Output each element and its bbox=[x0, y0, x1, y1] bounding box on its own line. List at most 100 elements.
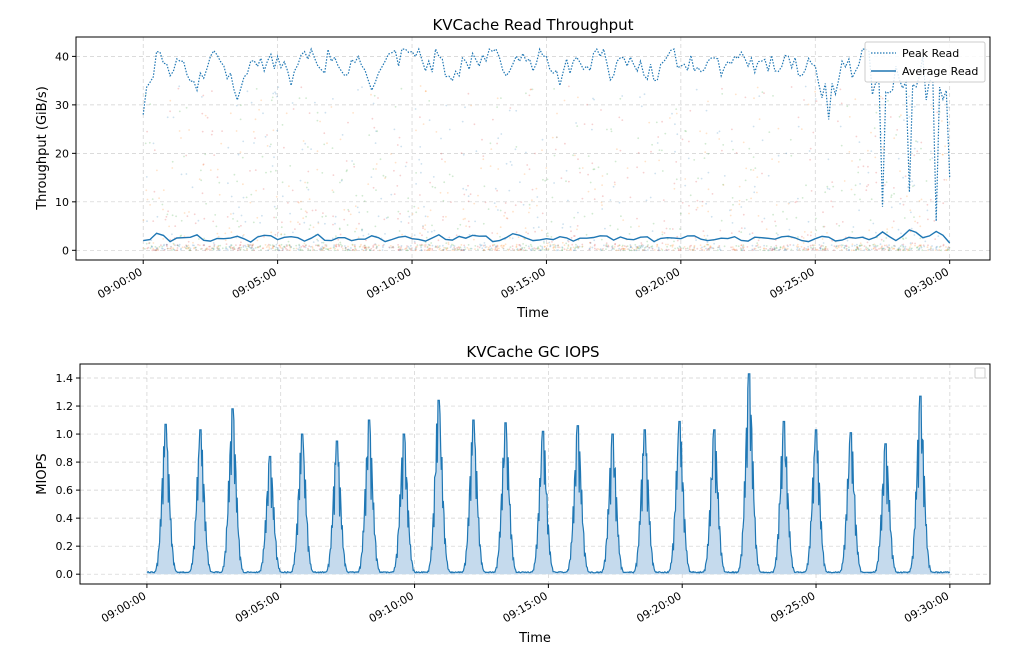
scatter-point bbox=[538, 248, 540, 250]
scatter-point bbox=[657, 249, 660, 252]
scatter-point bbox=[316, 119, 319, 122]
scatter-point bbox=[310, 148, 312, 151]
scatter-point bbox=[859, 244, 861, 247]
scatter-point bbox=[427, 247, 430, 250]
scatter-point bbox=[783, 246, 786, 249]
scatter-point bbox=[428, 119, 431, 122]
scatter-point bbox=[802, 248, 805, 251]
scatter-point bbox=[614, 160, 617, 163]
scatter-point bbox=[361, 86, 363, 88]
scatter-point bbox=[576, 228, 578, 231]
scatter-point bbox=[605, 248, 607, 251]
scatter-point bbox=[180, 234, 183, 237]
scatter-point bbox=[808, 150, 811, 152]
scatter-point bbox=[214, 214, 217, 216]
scatter-point bbox=[238, 225, 240, 228]
scatter-point bbox=[364, 247, 367, 249]
scatter-point bbox=[708, 248, 711, 251]
scatter-point bbox=[840, 144, 843, 147]
scatter-point bbox=[208, 248, 210, 251]
scatter-point bbox=[494, 246, 497, 249]
scatter-point bbox=[688, 248, 691, 251]
scatter-point bbox=[529, 243, 532, 246]
scatter-point bbox=[761, 91, 764, 94]
scatter-point bbox=[786, 218, 788, 220]
scatter-point bbox=[322, 247, 325, 250]
scatter-point bbox=[456, 227, 459, 230]
scatter-point bbox=[308, 112, 311, 114]
scatter-point bbox=[176, 247, 179, 249]
scatter-point bbox=[347, 208, 350, 211]
scatter-point bbox=[232, 218, 234, 220]
scatter-point bbox=[213, 245, 216, 248]
scatter-point bbox=[358, 211, 361, 214]
scatter-point bbox=[369, 249, 371, 252]
scatter-point bbox=[288, 244, 291, 247]
scatter-point bbox=[574, 249, 576, 252]
scatter-point bbox=[743, 227, 746, 230]
scatter-point bbox=[707, 247, 710, 250]
scatter-point bbox=[756, 245, 758, 247]
scatter-point bbox=[601, 208, 604, 210]
scatter-point bbox=[875, 111, 878, 114]
scatter-point bbox=[853, 244, 856, 247]
scatter-point bbox=[226, 216, 229, 218]
scatter-point bbox=[880, 247, 883, 250]
scatter-point bbox=[759, 246, 762, 248]
scatter-point bbox=[565, 242, 568, 245]
scatter-point bbox=[925, 180, 928, 182]
scatter-point bbox=[906, 249, 909, 252]
scatter-point bbox=[593, 168, 596, 171]
scatter-point bbox=[183, 212, 186, 214]
scatter-point bbox=[383, 218, 386, 221]
scatter-point bbox=[935, 246, 938, 249]
scatter-point bbox=[353, 249, 356, 252]
scatter-point bbox=[651, 248, 654, 250]
scatter-point bbox=[528, 203, 531, 206]
scatter-point bbox=[800, 128, 803, 131]
scatter-point bbox=[535, 187, 538, 190]
scatter-point bbox=[908, 116, 911, 118]
scatter-point bbox=[149, 204, 152, 206]
scatter-point bbox=[279, 246, 282, 249]
scatter-point bbox=[534, 230, 536, 233]
scatter-point bbox=[178, 110, 181, 113]
scatter-point bbox=[401, 248, 404, 251]
scatter-point bbox=[701, 205, 704, 207]
scatter-point bbox=[393, 193, 396, 196]
scatter-point bbox=[557, 249, 559, 252]
scatter-point bbox=[858, 249, 860, 251]
scatter-point bbox=[618, 244, 621, 247]
scatter-point bbox=[665, 243, 667, 246]
scatter-point bbox=[183, 155, 185, 158]
scatter-point bbox=[309, 224, 312, 227]
scatter-point bbox=[859, 248, 862, 250]
scatter-point bbox=[422, 123, 425, 125]
scatter-point bbox=[601, 184, 603, 187]
scatter-point bbox=[916, 150, 919, 153]
scatter-point bbox=[385, 217, 388, 219]
scatter-point bbox=[232, 212, 235, 215]
scatter-point bbox=[910, 227, 913, 230]
scatter-point bbox=[669, 117, 671, 119]
scatter-point bbox=[784, 248, 787, 251]
scatter-point bbox=[658, 159, 660, 162]
scatter-point bbox=[156, 248, 159, 251]
scatter-point bbox=[397, 249, 400, 252]
scatter-point bbox=[322, 212, 324, 215]
scatter-point bbox=[757, 215, 760, 217]
scatter-point bbox=[740, 231, 743, 234]
scatter-point bbox=[202, 94, 205, 97]
scatter-point bbox=[841, 244, 844, 247]
scatter-point bbox=[812, 131, 815, 134]
gridlines bbox=[76, 37, 990, 260]
scatter-point bbox=[788, 228, 791, 231]
scatter-point bbox=[543, 245, 546, 248]
scatter-point bbox=[821, 238, 824, 240]
scatter-point bbox=[421, 244, 423, 247]
scatter-point bbox=[557, 244, 559, 247]
scatter-point bbox=[272, 245, 275, 248]
scatter-point bbox=[343, 218, 346, 221]
scatter-point bbox=[892, 247, 895, 250]
scatter-point bbox=[189, 249, 191, 252]
